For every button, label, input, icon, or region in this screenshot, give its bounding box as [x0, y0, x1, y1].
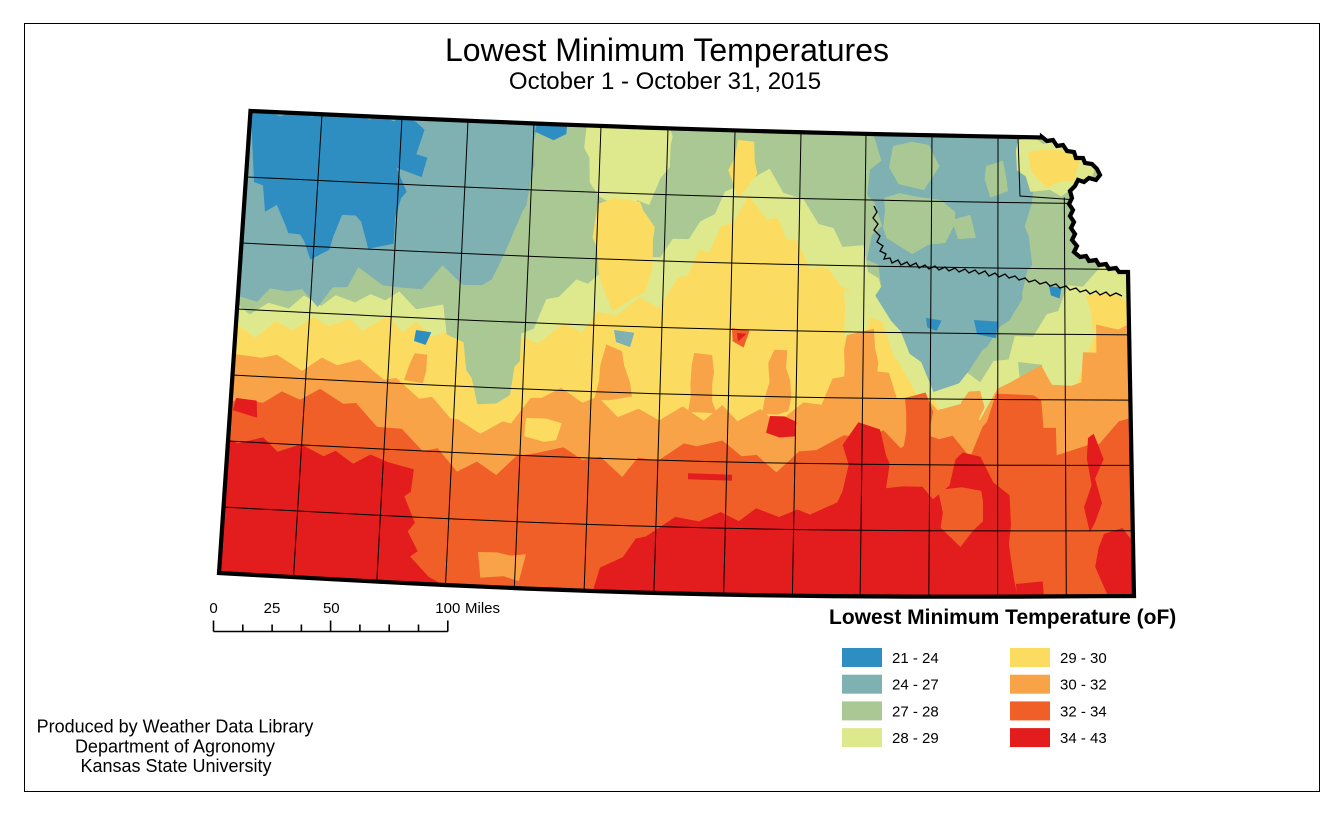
- svg-text:24 - 27: 24 - 27: [892, 677, 939, 694]
- svg-text:29 - 30: 29 - 30: [1060, 650, 1107, 667]
- svg-text:Department of Agronomy: Department of Agronomy: [75, 736, 275, 756]
- svg-text:Kansas State University: Kansas State University: [80, 756, 271, 776]
- svg-text:28 - 29: 28 - 29: [892, 730, 939, 747]
- svg-text:0: 0: [209, 600, 217, 617]
- svg-text:100: 100: [435, 600, 460, 617]
- svg-text:50: 50: [323, 600, 340, 617]
- svg-text:Produced by Weather Data Libra: Produced by Weather Data Library: [37, 717, 314, 737]
- svg-text:25: 25: [264, 600, 281, 617]
- svg-text:October 1 - October 31, 2015: October 1 - October 31, 2015: [509, 68, 821, 95]
- svg-text:Miles: Miles: [465, 600, 500, 617]
- svg-text:30 - 32: 30 - 32: [1060, 677, 1107, 694]
- svg-text:21 - 24: 21 - 24: [892, 650, 939, 667]
- svg-text:Lowest Minimum Temperature (oF: Lowest Minimum Temperature (oF): [829, 606, 1176, 629]
- svg-text:27 - 28: 27 - 28: [892, 703, 939, 720]
- svg-text:Lowest Minimum Temperatures: Lowest Minimum Temperatures: [445, 32, 889, 68]
- svg-text:32 - 34: 32 - 34: [1060, 703, 1107, 720]
- svg-text:34 - 43: 34 - 43: [1060, 730, 1107, 747]
